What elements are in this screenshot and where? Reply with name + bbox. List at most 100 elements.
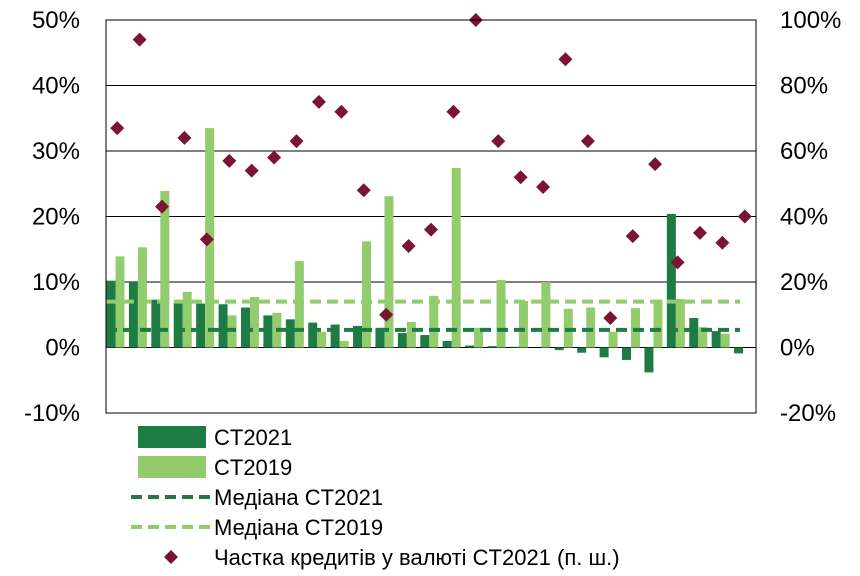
legend-label: Частка кредитів у валюті CT2021 (п. ш.) bbox=[214, 545, 620, 570]
bar-ct2021 bbox=[465, 345, 475, 348]
right-tick-label: 60% bbox=[780, 138, 828, 165]
right-tick-label: 100% bbox=[780, 7, 841, 34]
scatter-point bbox=[580, 134, 595, 149]
scatter-point bbox=[132, 32, 147, 47]
gridlines bbox=[106, 19, 756, 414]
scatter-point bbox=[424, 222, 438, 237]
scatter-point bbox=[558, 52, 573, 67]
scatter-point bbox=[648, 157, 663, 172]
legend-label: CT2021 bbox=[214, 425, 292, 450]
left-tick-label: 10% bbox=[32, 269, 80, 296]
bar-ct2021 bbox=[711, 331, 721, 348]
bar-ct2019 bbox=[518, 300, 528, 348]
legend-label: CT2019 bbox=[214, 455, 292, 480]
scatter-point bbox=[715, 235, 730, 250]
scatter-point bbox=[491, 134, 506, 149]
bar-ct2021 bbox=[487, 346, 497, 348]
scatter-point bbox=[446, 104, 461, 119]
bar-ct2019 bbox=[429, 295, 439, 348]
bar-ct2019 bbox=[160, 190, 170, 348]
bar-ct2021 bbox=[599, 347, 609, 358]
scatter-point bbox=[155, 199, 170, 214]
scatter-point bbox=[625, 229, 640, 244]
left-tick-label: 40% bbox=[32, 73, 80, 100]
legend-label: Медіана CT2021 bbox=[214, 485, 383, 510]
bar-ct2019 bbox=[474, 327, 484, 348]
scatter-point bbox=[379, 307, 394, 322]
bar-ct2019 bbox=[317, 331, 327, 348]
bar-ct2021 bbox=[151, 299, 161, 348]
scatter-point bbox=[692, 225, 707, 240]
scatter-point bbox=[199, 232, 214, 247]
bar-ct2021 bbox=[240, 307, 250, 348]
bar-ct2021 bbox=[173, 302, 183, 348]
left-tick-label: -10% bbox=[24, 400, 80, 427]
scatter-point bbox=[244, 163, 259, 178]
legend-swatch-diamond bbox=[164, 550, 178, 564]
scatter-point bbox=[289, 134, 304, 149]
bar-ct2019 bbox=[115, 256, 125, 348]
plot-frame bbox=[105, 19, 757, 414]
right-tick-label: 0% bbox=[780, 335, 815, 362]
bar-ct2021 bbox=[734, 347, 744, 354]
bar-ct2021 bbox=[397, 333, 407, 348]
bar-ct2021 bbox=[689, 318, 699, 348]
bar-ct2021 bbox=[308, 322, 318, 348]
scatter-point bbox=[267, 150, 282, 165]
scatter-point bbox=[334, 104, 349, 119]
bar-ct2019 bbox=[608, 331, 618, 348]
bar-ct2019 bbox=[384, 196, 394, 348]
scatter-points bbox=[110, 13, 752, 326]
bar-ct2021 bbox=[128, 282, 138, 348]
legend: CT2021 CT2019 Медіана CT2021 Медіана CT2019… bbox=[131, 425, 620, 570]
bar-ct2019 bbox=[451, 168, 461, 348]
bar-ct2019 bbox=[249, 297, 259, 348]
bar-ct2019 bbox=[294, 261, 304, 348]
scatter-point bbox=[356, 183, 371, 198]
bars bbox=[106, 128, 744, 373]
bar-ct2021 bbox=[420, 335, 430, 348]
bar-ct2019 bbox=[339, 340, 349, 348]
bar-ct2021 bbox=[375, 327, 385, 348]
scatter-point bbox=[513, 170, 528, 185]
bar-ct2021 bbox=[554, 347, 564, 351]
bar-ct2019 bbox=[182, 291, 192, 348]
bar-ct2019 bbox=[496, 280, 506, 348]
scatter-point bbox=[670, 255, 685, 270]
scatter-point bbox=[177, 130, 192, 145]
right-tick-label: 20% bbox=[780, 269, 828, 296]
bar-ct2021 bbox=[644, 347, 654, 373]
bar-ct2021 bbox=[442, 340, 452, 348]
scatter-point bbox=[737, 209, 752, 224]
right-tick-label: 80% bbox=[780, 73, 828, 100]
bar-ct2021 bbox=[666, 213, 676, 348]
bar-ct2019 bbox=[720, 333, 730, 348]
bar-ct2021 bbox=[577, 347, 587, 353]
bar-ct2021 bbox=[622, 347, 632, 360]
bar-ct2021 bbox=[353, 325, 363, 348]
right-tick-label: -20% bbox=[780, 400, 836, 427]
bar-ct2021 bbox=[196, 303, 206, 348]
bar-ct2019 bbox=[653, 299, 663, 348]
bar-ct2021 bbox=[330, 324, 340, 348]
left-tick-label: 20% bbox=[32, 204, 80, 231]
bar-ct2019 bbox=[586, 307, 596, 348]
legend-label: Медіана CT2019 bbox=[214, 515, 383, 540]
bar-ct2019 bbox=[137, 247, 147, 348]
scatter-point bbox=[536, 180, 551, 195]
bar-ct2019 bbox=[541, 282, 551, 348]
left-axis-ticks: -10% 0% 10% 20% 30% 40% 50% bbox=[24, 7, 80, 427]
scatter-point bbox=[110, 121, 125, 136]
median-lines bbox=[106, 299, 740, 332]
scatter-point bbox=[603, 311, 618, 326]
bar-ct2021 bbox=[106, 280, 116, 348]
left-tick-label: 30% bbox=[32, 138, 80, 165]
scatter-point bbox=[401, 238, 416, 253]
scatter-point bbox=[311, 94, 326, 109]
bar-ct2021 bbox=[509, 346, 519, 348]
legend-swatch-bar bbox=[138, 456, 206, 478]
legend-swatch-bar bbox=[138, 426, 206, 448]
bar-ct2019 bbox=[362, 241, 372, 348]
bar-ct2021 bbox=[285, 319, 295, 348]
bar-ct2019 bbox=[675, 299, 685, 348]
